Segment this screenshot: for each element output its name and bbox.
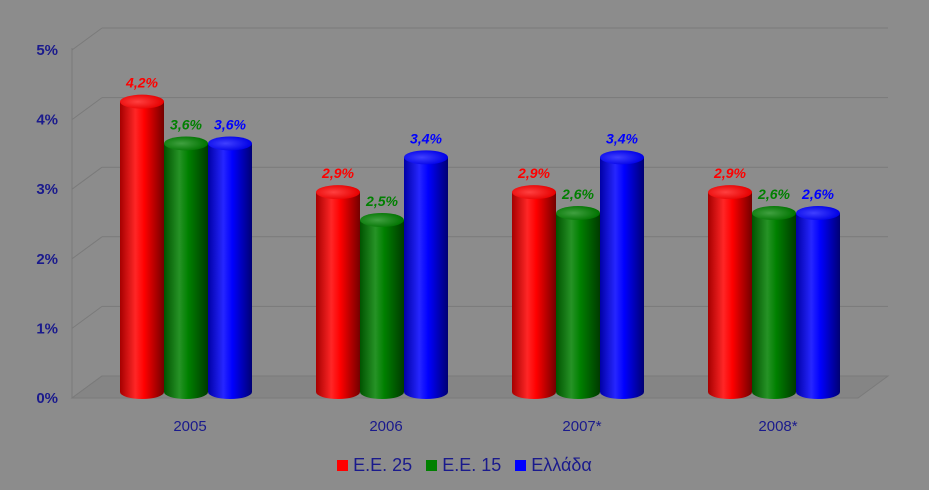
data-label: 2,5% <box>365 193 398 209</box>
y-axis: 0% 1% 2% 3% 4% 5% <box>36 42 58 407</box>
bar <box>120 101 164 400</box>
bars <box>120 94 840 400</box>
data-label: 4,2% <box>125 75 158 91</box>
bar-top <box>556 206 600 221</box>
y-tick-label: 2% <box>36 251 58 268</box>
legend-item-ee15: Ε.Ε. 15 <box>426 455 501 476</box>
data-label: 3,6% <box>214 116 246 132</box>
grid-line-depth <box>71 97 103 121</box>
x-axis: 2005 2006 2007* 2008* <box>173 418 797 435</box>
data-label: 3,6% <box>170 116 202 132</box>
legend-swatch-ee15 <box>426 459 438 471</box>
legend-swatch-greece <box>515 459 527 471</box>
x-tick-label: 2005 <box>173 418 206 435</box>
chart-floor <box>70 375 890 399</box>
legend-item-ee25: Ε.Ε. 25 <box>337 455 412 476</box>
bar <box>360 220 404 399</box>
bar-top <box>360 213 404 227</box>
bar <box>404 157 448 399</box>
bar-top <box>752 206 796 221</box>
bar-top <box>120 94 164 109</box>
data-labels: 4,2% 3,6% 3,6% 2,9% 2,5% 3,4% 2,9% 2,6% 3,4% 2,9%… <box>125 75 834 209</box>
bar-top <box>316 185 360 200</box>
data-label: 2,9% <box>517 165 550 181</box>
legend-swatch-ee25 <box>337 459 349 471</box>
bar <box>208 143 252 399</box>
data-label: 2,6% <box>801 186 834 202</box>
legend: Ε.Ε. 25 Ε.Ε. 15 Ελλάδα <box>0 452 929 478</box>
legend-label-ee25: Ε.Ε. 25 <box>353 454 413 475</box>
data-label: 2,6% <box>757 186 790 202</box>
bar <box>796 213 840 399</box>
legend-label-greece: Ελλάδα <box>531 454 592 475</box>
y-tick-label: 1% <box>36 320 58 337</box>
bar <box>512 192 556 399</box>
bar <box>556 213 600 399</box>
bar <box>708 192 752 399</box>
grid-line-depth <box>71 305 103 329</box>
bar <box>752 213 796 399</box>
data-label: 2,9% <box>321 165 354 181</box>
data-label: 3,4% <box>606 130 638 146</box>
y-tick-label: 4% <box>36 112 58 129</box>
bar-top <box>208 136 252 151</box>
legend-label-ee15: Ε.Ε. 15 <box>442 454 502 475</box>
bar-top <box>512 185 556 200</box>
bar-top <box>164 136 208 151</box>
x-tick-label: 2007* <box>562 418 601 435</box>
data-label: 3,4% <box>410 130 442 146</box>
x-tick-label: 2008* <box>758 418 797 435</box>
bar-top <box>708 185 752 200</box>
bar <box>600 157 644 399</box>
bar <box>316 192 360 399</box>
x-tick-label: 2006 <box>369 418 402 435</box>
y-tick-label: 3% <box>36 181 58 198</box>
grid-line-depth <box>71 27 103 51</box>
legend-item-greece: Ελλάδα <box>515 455 592 476</box>
data-label: 2,9% <box>713 165 746 181</box>
grid-line-depth <box>71 236 103 260</box>
data-label: 2,6% <box>561 186 594 202</box>
bar <box>164 143 208 399</box>
bar-top <box>600 150 644 165</box>
y-tick-label: 0% <box>36 390 58 407</box>
y-tick-label: 5% <box>36 42 58 59</box>
bar-top <box>404 150 448 165</box>
bar-top <box>796 206 840 221</box>
grid-line-depth <box>71 166 103 190</box>
